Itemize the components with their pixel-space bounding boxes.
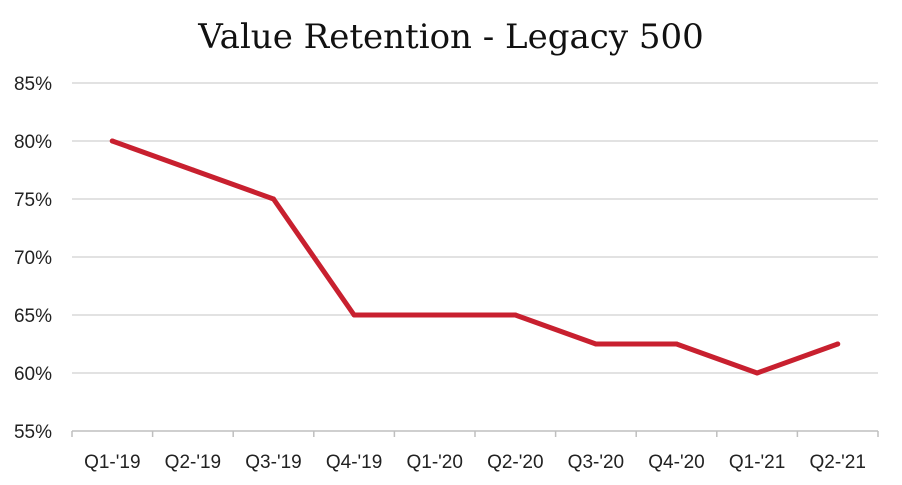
y-tick-label-60: 60% — [14, 364, 52, 385]
y-tick-label-55: 55% — [14, 422, 52, 443]
x-tick-label-9: Q2-'21 — [809, 452, 865, 473]
data-point-Q1-'19 — [109, 138, 115, 144]
data-point-Q3-'19 — [271, 196, 276, 202]
data-point-Q2-'21 — [835, 341, 841, 347]
x-tick-label-3: Q4-'19 — [326, 452, 382, 473]
series-line-0 — [109, 138, 841, 376]
y-tick-label-85: 85% — [14, 74, 52, 95]
x-tick-label-4: Q1-'20 — [406, 452, 462, 473]
data-point-Q2-'20 — [512, 312, 518, 318]
x-tick-label-5: Q2-'20 — [487, 452, 543, 473]
x-tick-label-7: Q4-'20 — [648, 452, 704, 473]
data-point-Q1-'21 — [754, 370, 760, 376]
x-axis: Q1-'19 Q2-'19 Q3-'19 Q4-'19 Q1-'20 Q2-'20 Q3-'… — [71, 430, 879, 473]
y-tick-label-75: 75% — [14, 190, 52, 211]
x-tick-label-0: Q1-'19 — [84, 452, 140, 473]
y-tick-label-65: 65% — [14, 306, 52, 327]
x-tick-label-2: Q3-'19 — [245, 452, 301, 473]
data-point-Q3-'20 — [593, 341, 599, 347]
chart-title: Value Retention - Legacy 500 — [197, 17, 704, 57]
data-point-Q2-'19 — [190, 167, 196, 173]
y-tick-label-80: 80% — [14, 132, 52, 153]
data-point-Q4-'19 — [351, 312, 357, 318]
x-tick-label-6: Q3-'20 — [568, 452, 624, 473]
gridlines — [72, 82, 878, 374]
x-tick-label-8: Q1-'21 — [729, 452, 785, 473]
data-point-Q4-'20 — [674, 341, 679, 347]
x-tick-label-1: Q2-'19 — [165, 452, 221, 473]
data-point-Q1-'20 — [432, 312, 438, 318]
series-layer — [109, 138, 841, 376]
y-tick-label-70: 70% — [14, 248, 52, 269]
y-axis-tick-labels: 55% 60% 65% 70% 75% 80% 85% — [14, 74, 52, 443]
